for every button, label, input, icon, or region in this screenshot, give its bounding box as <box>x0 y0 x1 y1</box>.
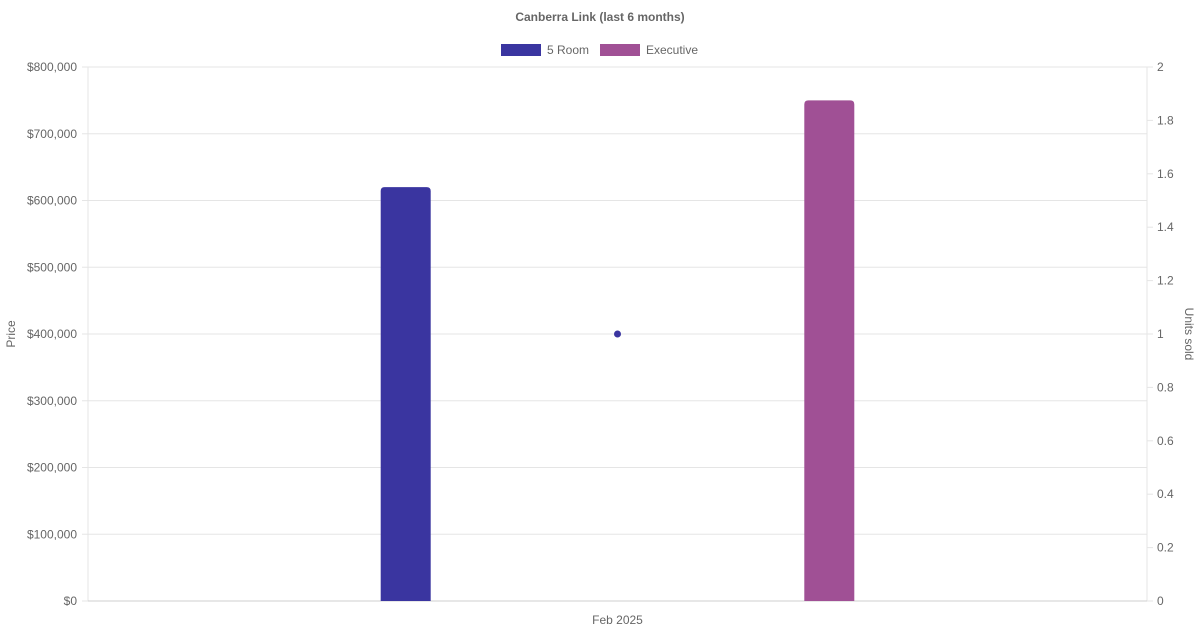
left-tick-label: $300,000 <box>27 394 77 408</box>
bar-5-room[interactable] <box>380 187 431 601</box>
legend-swatch-executive <box>600 44 640 56</box>
left-axis-ticks: $0 $100,000 $200,000 $300,000 $400,000 $500,0… <box>27 60 77 608</box>
right-tick-label: 0 <box>1157 594 1164 608</box>
plot-area <box>82 66 1148 602</box>
right-tick-label: 1.2 <box>1157 274 1174 288</box>
right-tick-label: 1.8 <box>1157 113 1174 127</box>
y-axis-right-label: Units sold <box>1182 308 1196 361</box>
y-axis-left-label: Price <box>4 320 18 348</box>
legend-swatch-5-room <box>501 44 541 56</box>
right-tick-label: 1 <box>1157 327 1164 341</box>
x-tick-label: Feb 2025 <box>592 613 643 627</box>
points <box>614 330 621 338</box>
left-tick-label: $800,000 <box>27 60 77 74</box>
right-tick-label: 0.2 <box>1157 541 1174 555</box>
left-tick-label: $0 <box>64 594 78 608</box>
left-tick-label: $600,000 <box>27 194 77 208</box>
chart-title: Canberra Link (last 6 months) <box>515 10 684 24</box>
left-tick-label: $400,000 <box>27 327 77 341</box>
left-tick-label: $200,000 <box>27 461 77 475</box>
x-axis-ticks: Feb 2025 <box>592 613 643 627</box>
left-tick-label: $700,000 <box>27 127 77 141</box>
right-tick-label: 1.6 <box>1157 167 1174 181</box>
units-sold-point[interactable] <box>614 330 621 338</box>
right-tick-label: 0.4 <box>1157 487 1174 501</box>
legend-label-5-room: 5 Room <box>547 43 589 57</box>
left-tick-label: $100,000 <box>27 527 77 541</box>
right-tick-label: 0.8 <box>1157 380 1174 394</box>
legend-item-executive[interactable]: Executive <box>600 43 698 57</box>
right-tick-label: 1.4 <box>1157 220 1174 234</box>
legend-item-5-room[interactable]: 5 Room <box>501 43 589 57</box>
left-tick-label: $500,000 <box>27 260 77 274</box>
right-tick-label: 2 <box>1157 60 1164 74</box>
right-axis-ticks: 0 0.2 0.4 0.6 0.8 1 1.2 1.4 1.6 1.8 2 <box>1147 60 1174 608</box>
bars <box>380 100 855 601</box>
bar-executive[interactable] <box>804 100 855 601</box>
legend: 5 Room Executive <box>501 43 698 57</box>
legend-label-executive: Executive <box>646 43 698 57</box>
right-tick-label: 0.6 <box>1157 434 1174 448</box>
